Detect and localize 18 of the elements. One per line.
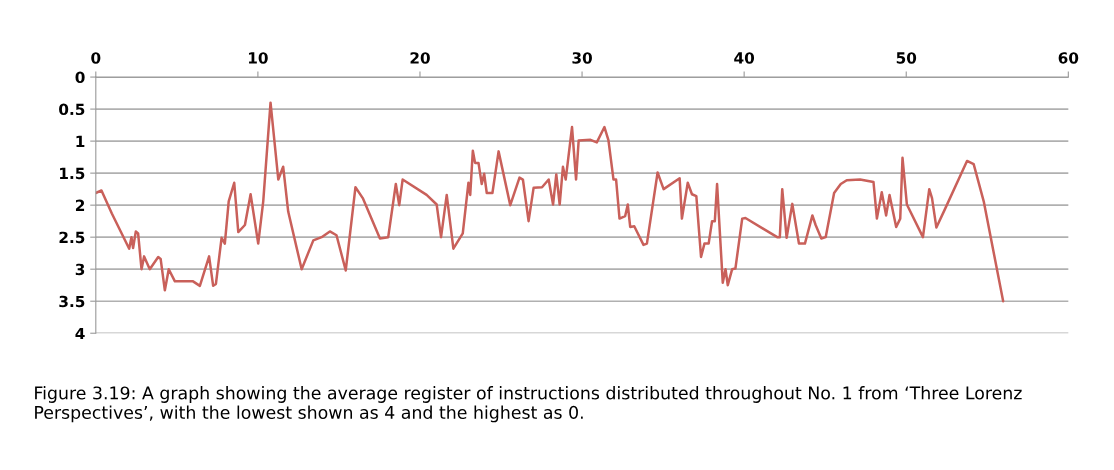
x-tick-label: 50 bbox=[896, 52, 917, 64]
y-tick-label: 0 bbox=[75, 71, 85, 84]
y-tick-label: 3.5 bbox=[59, 295, 85, 308]
x-tick-label: 60 bbox=[1058, 52, 1079, 64]
y-tick-label: 2 bbox=[75, 199, 85, 211]
y-tick-label: 1.5 bbox=[60, 167, 85, 180]
x-tick-label: 0 bbox=[91, 52, 101, 64]
caption: Figure 3.19: A graph showing the average register of instructions distributed throughout No. 1 from ‘Three Lorenz Perspectives’, with the lowest shown as 4 and the highest as 0. bbox=[35, 386, 1022, 423]
y-tick-label: 2.5 bbox=[59, 231, 85, 244]
line-series bbox=[95, 101, 1005, 303]
x-tick-label: 20 bbox=[410, 52, 430, 64]
x-tick-label: 40 bbox=[734, 52, 755, 64]
x-tick-label: 30 bbox=[572, 52, 592, 64]
y-tick-label: 0.5 bbox=[59, 103, 85, 116]
x-tick-label: 10 bbox=[248, 52, 268, 64]
y-tick-label: 3 bbox=[75, 263, 85, 276]
y-tick-label: 1 bbox=[76, 135, 85, 147]
y-tick-label: 4 bbox=[75, 327, 85, 340]
